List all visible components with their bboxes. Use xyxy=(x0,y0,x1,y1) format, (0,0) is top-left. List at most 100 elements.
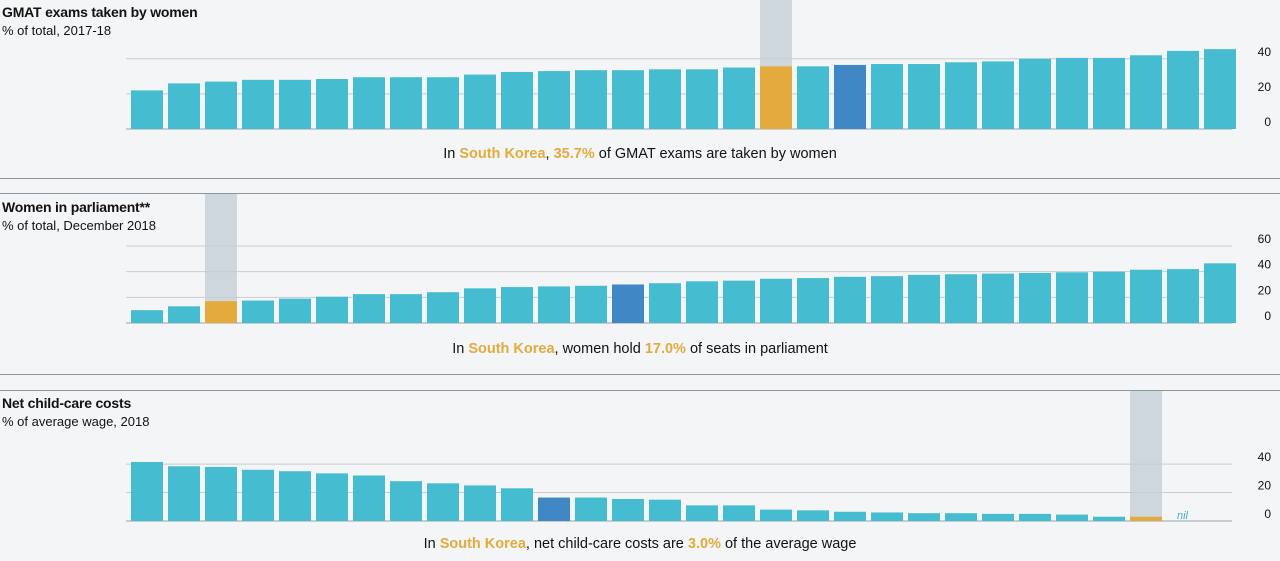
panel-parliament: Women in parliament** % of total, Decemb… xyxy=(0,194,1280,374)
bar xyxy=(168,466,200,521)
nil-annotation: nil xyxy=(1177,510,1189,522)
bar xyxy=(1019,272,1051,323)
caption-value: 17.0% xyxy=(644,341,686,357)
bar xyxy=(1019,513,1051,521)
bar xyxy=(612,70,644,129)
bar xyxy=(168,83,200,129)
bar xyxy=(834,511,866,521)
bar xyxy=(1093,271,1125,323)
bar xyxy=(686,281,718,323)
bar xyxy=(427,77,459,129)
bar-highlight-country xyxy=(205,301,237,323)
bar xyxy=(797,278,829,323)
bar xyxy=(686,505,718,521)
bar xyxy=(131,461,163,521)
bar xyxy=(1130,55,1162,130)
bar xyxy=(982,273,1014,323)
bar xyxy=(649,69,681,129)
bar xyxy=(945,274,977,323)
bar-highlight-country xyxy=(760,66,792,129)
bar xyxy=(1167,50,1199,129)
bar xyxy=(501,488,533,521)
highlight-band xyxy=(1130,391,1162,521)
bar xyxy=(908,64,940,129)
chart-caption: In South Korea, women hold 17.0% of seat… xyxy=(0,341,1280,357)
bar xyxy=(908,513,940,521)
bar xyxy=(797,510,829,521)
bar xyxy=(945,513,977,521)
chart-caption: In South Korea, net child-care costs are… xyxy=(0,536,1280,552)
bar xyxy=(1056,514,1088,521)
caption-post: of the average wage xyxy=(720,536,857,552)
bar xyxy=(353,77,385,129)
bar xyxy=(649,283,681,323)
caption-country: South Korea xyxy=(468,341,555,357)
bar xyxy=(575,285,607,323)
bar-highlight-country xyxy=(1130,516,1162,521)
panel-subtitle: % of total, December 2018 xyxy=(2,218,156,233)
bar xyxy=(797,66,829,129)
y-tick-label: 40 xyxy=(1258,258,1272,272)
bar xyxy=(501,287,533,323)
bar xyxy=(649,499,681,521)
caption-mid: , women hold xyxy=(554,341,645,357)
bar xyxy=(279,79,311,129)
bar xyxy=(1167,269,1199,323)
bar xyxy=(575,497,607,521)
y-tick-label: 0 xyxy=(1264,115,1271,129)
panel-separator xyxy=(0,390,1280,391)
bar xyxy=(464,485,496,521)
bar xyxy=(1056,57,1088,129)
bar xyxy=(1204,49,1236,129)
bar xyxy=(686,69,718,129)
bar-highlight-average xyxy=(612,284,644,323)
bar xyxy=(1093,57,1125,129)
caption-pre: In xyxy=(452,341,469,357)
bar xyxy=(871,64,903,129)
chart-caption: In South Korea, 35.7% of GMAT exams are … xyxy=(0,146,1280,162)
bar xyxy=(353,294,385,323)
bar xyxy=(945,62,977,129)
bar xyxy=(427,483,459,521)
childcare-bar-chart: 0 20 40 nil xyxy=(126,391,1271,522)
bar xyxy=(390,294,422,323)
bar xyxy=(464,74,496,129)
panel-separator xyxy=(0,193,1280,194)
bar xyxy=(168,306,200,323)
bar xyxy=(760,278,792,323)
bar xyxy=(723,67,755,129)
bar xyxy=(982,513,1014,521)
y-tick-label: 40 xyxy=(1258,45,1272,59)
y-tick-label: 60 xyxy=(1258,232,1272,246)
bar xyxy=(871,276,903,323)
caption-country: South Korea xyxy=(439,536,526,552)
panel-subtitle: % of average wage, 2018 xyxy=(2,414,150,429)
caption-pre: In xyxy=(443,146,460,162)
bar xyxy=(1056,272,1088,323)
parliament-bar-chart: 0 20 40 60 xyxy=(126,194,1272,324)
bar xyxy=(316,296,348,323)
panel-title: GMAT exams taken by women xyxy=(2,4,198,20)
bar xyxy=(982,61,1014,129)
caption-value: 35.7% xyxy=(553,146,595,162)
bar xyxy=(205,81,237,129)
bar xyxy=(279,298,311,323)
bar xyxy=(390,77,422,129)
caption-value: 3.0% xyxy=(687,536,721,552)
bar xyxy=(464,288,496,323)
y-tick-label: 20 xyxy=(1258,283,1272,297)
y-tick-label: 0 xyxy=(1264,507,1271,521)
bar xyxy=(427,292,459,323)
bar xyxy=(575,70,607,129)
bar-highlight-average xyxy=(834,64,866,129)
bar xyxy=(501,71,533,129)
bar xyxy=(760,509,792,521)
panel-title: Women in parliament** xyxy=(2,199,151,215)
bar xyxy=(279,471,311,521)
bar xyxy=(242,79,274,129)
bar xyxy=(612,498,644,521)
bar xyxy=(1130,269,1162,323)
bar xyxy=(723,280,755,323)
bar xyxy=(1019,58,1051,129)
y-tick-label: 20 xyxy=(1258,80,1272,94)
